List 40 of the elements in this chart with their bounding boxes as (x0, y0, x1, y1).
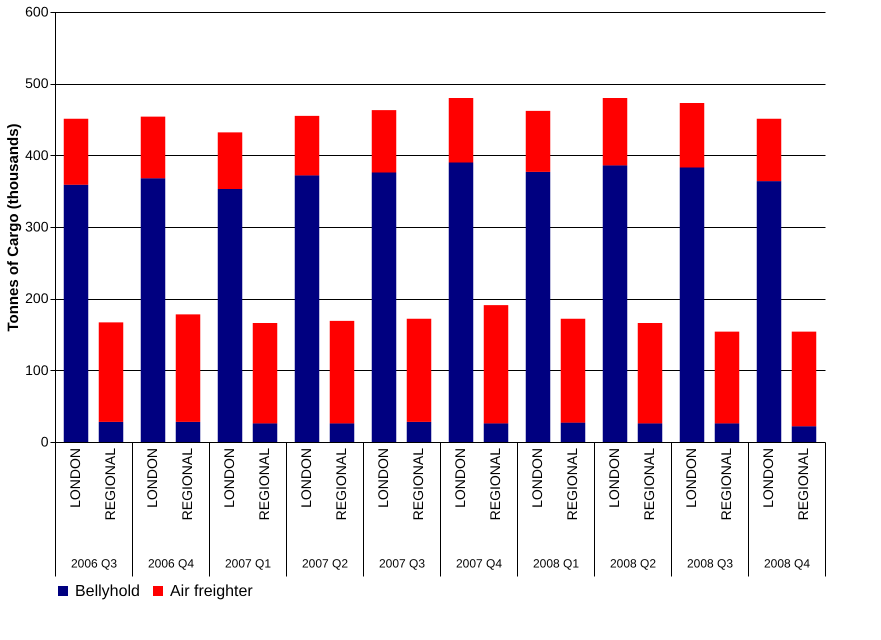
x-tick-label: REGIONAL (102, 448, 118, 520)
text: 2007 Q4 (456, 556, 502, 570)
x-tick-label: LONDON (221, 448, 237, 508)
y-tick-label: 100 (25, 362, 49, 378)
text: 2008 Q3 (686, 556, 734, 570)
text: 2006 Q4 (148, 556, 194, 570)
x-tick-label: LONDON (606, 448, 622, 508)
x-tick-label: REGIONAL (179, 448, 195, 520)
y-tick-label: 200 (25, 290, 49, 306)
x-tick-label: REGIONAL (487, 448, 503, 520)
x-tick-label: LONDON (452, 448, 468, 508)
x-tick-label: LONDON (760, 448, 776, 508)
text: 2008 Q2 (610, 556, 656, 570)
text: 2008 Q1 (532, 556, 580, 570)
x-tick-label: LONDON (67, 448, 83, 508)
y-tick-label: 400 (25, 146, 49, 163)
text: 2006 Q3 (70, 556, 118, 570)
x-tick-label: REGIONAL (795, 448, 811, 520)
x-tick-label: LONDON (683, 448, 699, 508)
x-tick-label: REGIONAL (333, 448, 349, 520)
x-tick-label: REGIONAL (641, 448, 657, 520)
y-tick-label: 300 (25, 218, 49, 234)
x-tick-label: REGIONAL (410, 448, 426, 520)
x-tick-label: REGIONAL (256, 448, 272, 520)
y-tick-label: 500 (25, 75, 49, 92)
text: 2007 Q1 (224, 556, 272, 570)
x-tick-label: REGIONAL (564, 448, 580, 520)
text: 2007 Q2 (302, 556, 348, 570)
y-tick-label: 600 (25, 4, 49, 20)
legend-label: Air freighter (170, 583, 254, 600)
x-tick-label: LONDON (529, 448, 545, 508)
y-axis-title: Tonnes of Cargo (thousands) (5, 123, 22, 332)
legend-label: Bellyhold (75, 583, 140, 600)
x-tick-label: LONDON (144, 448, 160, 508)
x-tick-label: LONDON (375, 448, 391, 508)
x-tick-label: LONDON (298, 448, 314, 508)
x-tick-label: REGIONAL (718, 448, 734, 520)
y-tick-label: 0 (40, 434, 49, 450)
text: 2008 Q4 (764, 556, 810, 570)
text: 2007 Q3 (378, 556, 426, 570)
